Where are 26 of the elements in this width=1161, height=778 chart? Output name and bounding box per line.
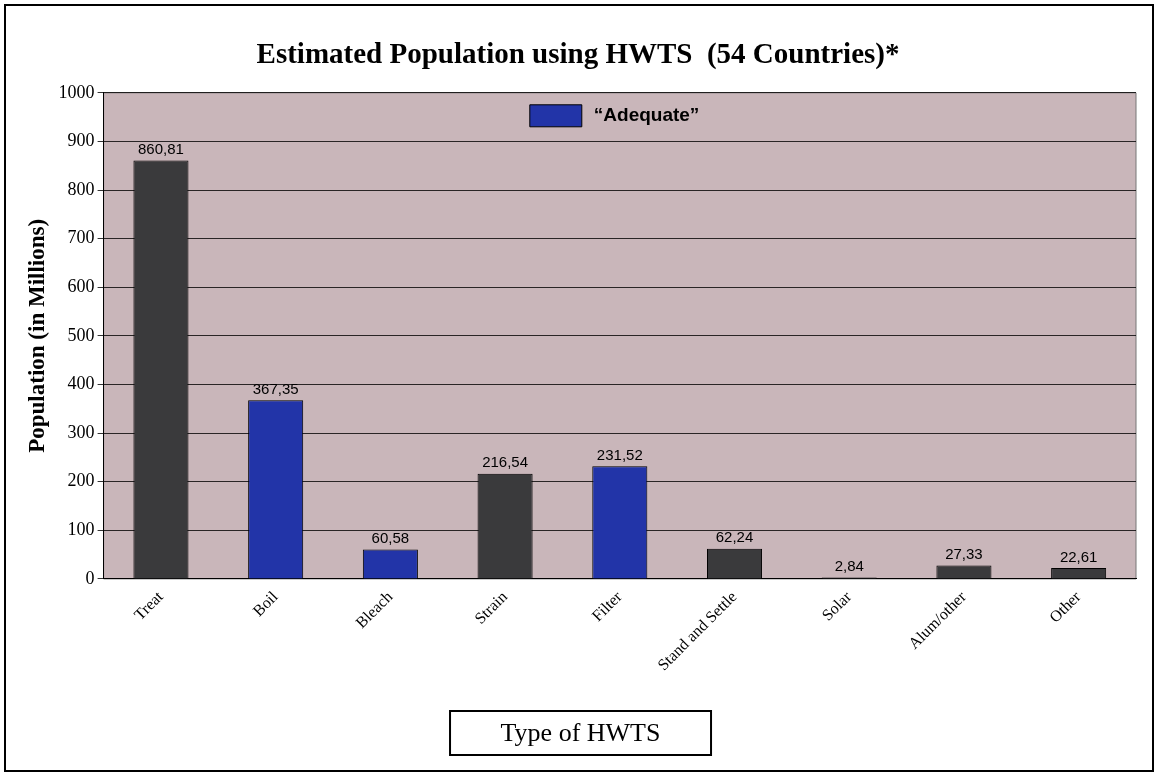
y-tick-label: 0 — [85, 567, 95, 588]
legend-label: “Adequate” — [593, 104, 700, 126]
data-label: 27,33 — [945, 545, 983, 563]
y-tick-label: 100 — [67, 519, 95, 540]
x-tick-label: Treat — [130, 587, 167, 624]
x-axis-title: Type of HWTS — [448, 710, 713, 756]
data-label: 367,35 — [252, 379, 299, 397]
x-tick-label: Boil — [249, 587, 282, 620]
data-label: 860,81 — [138, 140, 184, 158]
chart-title: Estimated Population using HWTS (54 Countries)* — [256, 36, 900, 70]
data-label: 22,61 — [1059, 547, 1098, 565]
data-label: 231,52 — [596, 446, 643, 463]
data-label: 2,84 — [834, 557, 864, 575]
y-tick-label: 300 — [67, 421, 95, 442]
y-tick-label: 200 — [67, 470, 95, 491]
y-tick-label: 1000 — [58, 81, 95, 102]
data-label: 62,24 — [715, 528, 754, 546]
y-tick-label: 800 — [67, 178, 95, 199]
y-axis-title: Population (in Millions) — [23, 218, 49, 453]
y-tick-label: 600 — [67, 275, 95, 296]
y-tick-label: 900 — [67, 130, 95, 151]
data-label: 216,54 — [482, 453, 529, 471]
y-tick-label: 700 — [67, 227, 95, 248]
data-label: 60,58 — [371, 529, 410, 547]
y-tick-label: 500 — [67, 324, 95, 345]
y-tick-label: 400 — [67, 373, 95, 394]
